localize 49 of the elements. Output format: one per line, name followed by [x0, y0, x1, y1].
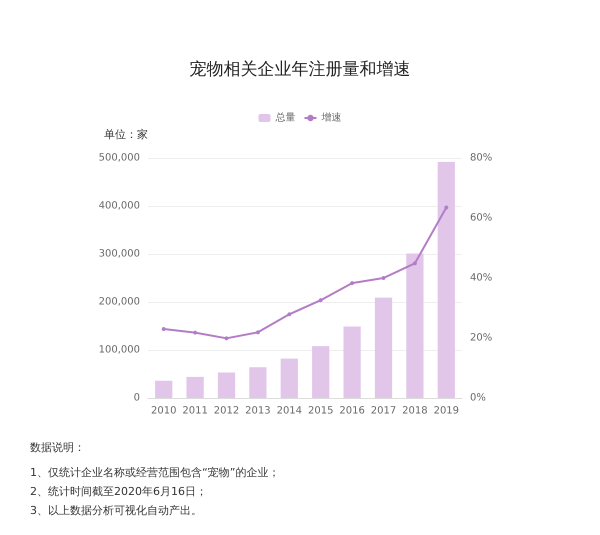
- point: [382, 276, 386, 280]
- y-tick-label: 400,000: [98, 200, 140, 212]
- y2-tick-label: 0%: [470, 392, 486, 404]
- y-tick-label: 500,000: [98, 152, 140, 164]
- bar: [343, 326, 361, 398]
- text: 3、以上数据分析可视化自动产出。: [30, 503, 203, 519]
- point: [350, 281, 354, 286]
- x-tick-label: 2018: [402, 406, 428, 416]
- bar: [249, 367, 267, 398]
- point: [224, 336, 228, 340]
- point: [193, 330, 198, 335]
- bar: [312, 346, 330, 398]
- bar: [280, 358, 298, 398]
- point: [318, 298, 323, 302]
- point: [444, 206, 448, 210]
- y-tick-label: 300,000: [98, 248, 140, 260]
- x-tick-label: 2015: [308, 406, 334, 416]
- chart-title: 宠物相关企业年注册量和增速: [190, 60, 410, 80]
- x-tick-label: 2016: [339, 406, 365, 416]
- text: 2、统计时间截至2020年6月16日；: [30, 484, 208, 500]
- x-tick-label: 2017: [370, 406, 396, 416]
- y-tick-label: 200,000: [98, 296, 140, 308]
- x-tick-label: 2013: [245, 406, 271, 416]
- text: 数据说明：: [30, 440, 86, 456]
- bar: [155, 380, 172, 398]
- x-tick-label: 2019: [434, 406, 460, 416]
- bar: [186, 376, 204, 398]
- point: [256, 330, 260, 334]
- y2-tick-label: 80%: [470, 152, 492, 164]
- point: [412, 261, 417, 266]
- y2-tick-label: 60%: [470, 212, 492, 224]
- y-tick-label: 0: [134, 392, 140, 404]
- legend-label: 增速: [320, 112, 342, 124]
- point: [162, 327, 166, 331]
- y2-tick-label: 40%: [470, 272, 492, 284]
- x-tick-label: 2012: [214, 406, 240, 416]
- legend-label: 总量: [274, 112, 296, 124]
- bar: [406, 254, 424, 398]
- text: 1、仅统计企业名称或经营范围包含“宠物”的企业；: [30, 465, 280, 481]
- bar: [374, 298, 392, 398]
- point: [287, 312, 292, 316]
- x-tick-label: 2011: [182, 406, 208, 416]
- y-axis-title: 单位：家: [104, 128, 148, 141]
- y-tick-label: 100,000: [98, 344, 140, 356]
- x-tick-label: 2010: [150, 406, 176, 416]
- y2-tick-label: 20%: [470, 332, 492, 344]
- bar: [218, 372, 236, 398]
- bar: [438, 162, 455, 398]
- x-tick-label: 2014: [276, 406, 302, 416]
